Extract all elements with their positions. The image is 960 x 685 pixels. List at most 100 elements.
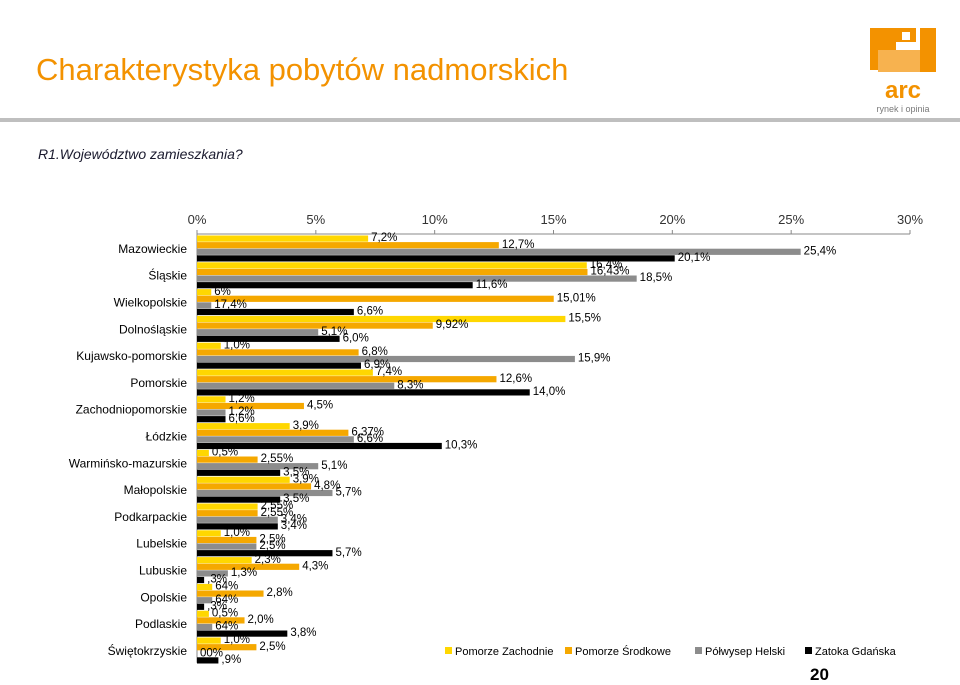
category-labels: Mazowieckie Śląskie Wielkopolskie Dolnośląs… — [69, 242, 188, 658]
category-label: Mazowieckie — [118, 242, 187, 256]
bar — [197, 623, 213, 631]
data-label: 6,6% — [357, 306, 383, 318]
bar — [197, 349, 359, 356]
category-label: Zachodniopomorskie — [76, 403, 188, 417]
data-label: 64% — [215, 594, 238, 606]
bar — [197, 590, 264, 597]
data-label: 5,1% — [321, 326, 347, 338]
data-label: 6% — [214, 286, 231, 298]
bar — [197, 610, 209, 617]
bar — [197, 644, 257, 651]
bar — [197, 255, 675, 262]
data-label: 16,4% — [590, 259, 623, 271]
legend-entry: Zatoka Gdańska — [815, 646, 897, 658]
bar — [197, 630, 288, 637]
data-label: 1,3% — [231, 567, 257, 579]
bar — [197, 563, 300, 570]
data-label: 00% — [200, 647, 223, 659]
bar — [197, 469, 281, 476]
data-label: 10,3% — [445, 440, 478, 452]
data-label: 18,5% — [640, 272, 673, 284]
bar — [197, 282, 473, 289]
data-label: 64% — [215, 621, 238, 633]
bar — [197, 476, 290, 483]
data-label: 5,1% — [321, 460, 347, 472]
bar — [197, 322, 433, 329]
data-label: 2,0% — [248, 614, 274, 626]
data-label: 3,4% — [281, 513, 307, 525]
bar — [197, 483, 312, 490]
data-label: 12,6% — [499, 373, 532, 385]
bar — [197, 516, 278, 523]
data-label: 3,5% — [283, 466, 309, 478]
bar — [197, 275, 637, 282]
bar — [197, 389, 530, 396]
category-label: Łódzkie — [146, 430, 188, 444]
category-label: Pomorskie — [130, 376, 187, 390]
data-label: 11,6% — [476, 279, 508, 291]
data-label: 2,5% — [259, 641, 285, 653]
bar — [197, 576, 205, 584]
bar — [197, 603, 205, 610]
data-label: 2,8% — [267, 587, 293, 599]
arc-logo: arc rynek i opinia — [858, 20, 948, 118]
bar — [197, 570, 228, 577]
bar — [197, 496, 281, 503]
data-label: 2,5% — [259, 540, 285, 552]
bars — [197, 235, 801, 664]
data-label: 4,8% — [314, 480, 340, 492]
page-title: Charakterystyka pobytów nadmorskich — [36, 52, 569, 87]
bar — [197, 242, 499, 249]
category-label: Wielkopolskie — [114, 296, 188, 310]
data-label: 15,01% — [557, 292, 596, 304]
legend-entry: Pomorze Zachodnie — [455, 646, 553, 658]
category-label: Lubelskie — [136, 537, 187, 551]
data-label: 4,3% — [302, 560, 328, 572]
bar — [197, 489, 333, 497]
bar — [197, 503, 258, 510]
bar — [197, 449, 209, 457]
bar — [197, 463, 319, 470]
data-label: 6,0% — [343, 332, 369, 344]
svg-text:rynek i opinia: rynek i opinia — [876, 104, 929, 114]
data-label: 15,5% — [568, 313, 601, 325]
category-label: Opolskie — [140, 590, 187, 604]
bar — [197, 335, 340, 342]
bar — [197, 557, 252, 564]
data-label: 3,9% — [293, 420, 319, 432]
data-label: 7,2% — [371, 232, 397, 244]
legend-swatch — [805, 647, 812, 654]
data-label: 5,7% — [335, 487, 361, 499]
data-label: 2,55% — [261, 507, 294, 519]
bar — [197, 429, 349, 436]
data-label: 1,0% — [224, 339, 250, 351]
data-label: 15,9% — [578, 353, 611, 365]
data-label: 7,4% — [376, 366, 402, 378]
bar — [197, 442, 442, 450]
category-label: Warmińsko-mazurskie — [69, 456, 188, 470]
bar — [197, 376, 497, 383]
survey-question: R1.Województwo zamieszkania? — [38, 146, 243, 162]
data-label: 5,7% — [335, 547, 361, 559]
logo-icon: arc rynek i opinia — [870, 28, 936, 114]
data-label: 2,5% — [259, 534, 285, 546]
bar — [197, 402, 304, 410]
data-label: 8,3% — [397, 379, 423, 391]
bar — [197, 362, 361, 369]
category-label: Kujawsko-pomorskie — [76, 349, 187, 363]
data-label: 9,92% — [436, 319, 469, 331]
data-label: 3,5% — [283, 493, 309, 505]
data-label: 64% — [215, 581, 238, 593]
data-label: 1,2% — [229, 393, 255, 405]
data-label: 3,9% — [293, 473, 319, 485]
data-label: 3,8% — [290, 627, 316, 639]
bar — [197, 510, 258, 517]
x-tick-label: 10% — [422, 212, 448, 227]
legend-swatch — [565, 647, 572, 654]
legend-swatch — [695, 647, 702, 654]
bar — [197, 597, 213, 604]
bar — [197, 302, 212, 309]
data-label: 6,9% — [364, 359, 390, 371]
bar — [197, 523, 278, 530]
